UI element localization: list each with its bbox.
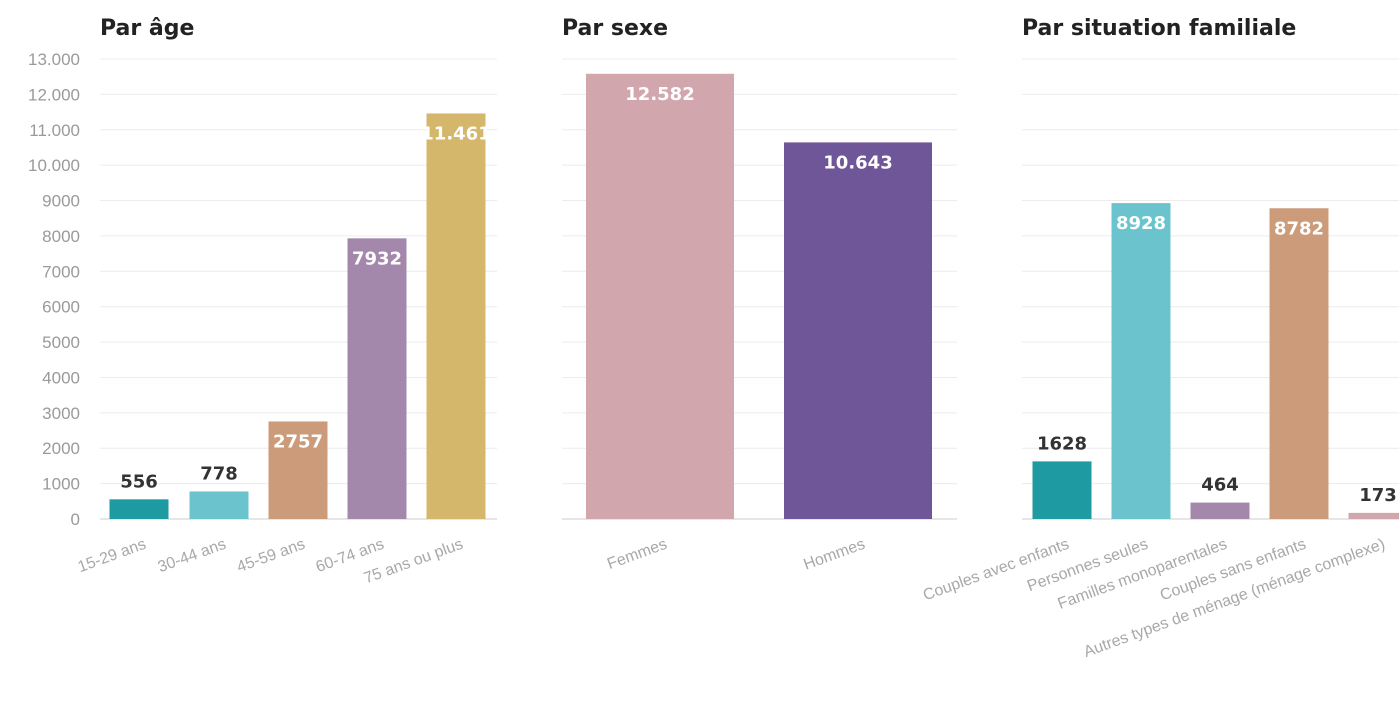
panel-par-age: Par âge 556 778 2757 7932 11.461 15-29 ans 30… [76,16,497,587]
data-label: 12.582 [625,84,694,105]
data-label: 464 [1201,475,1239,496]
y-tick-label: 9000 [42,192,80,211]
data-label: 1628 [1037,433,1087,454]
data-labels: 12.582 10.643 [625,84,892,174]
panel-title-par-age: Par âge [100,16,194,41]
x-tick-label: 45-59 ans [235,536,308,576]
data-label: 8928 [1116,213,1166,234]
x-tick-label: 15-29 ans [76,536,149,576]
data-label: 11.461 [421,123,490,144]
bar [1348,512,1399,519]
y-tick-label: 6000 [42,298,80,317]
data-label: 10.643 [823,152,892,173]
y-tick-label: 5000 [42,333,80,352]
bars [586,73,932,519]
bar [347,238,407,519]
y-tick-label: 1000 [42,475,80,494]
y-tick-label: 11.000 [29,121,80,140]
data-labels: 1628 8928 464 8782 173 [1037,213,1397,506]
bars [109,113,486,520]
y-tick-label: 4000 [42,368,80,387]
bar [268,421,328,519]
x-axis-labels: Femmes Hommes [605,536,867,574]
x-tick-label: Hommes [801,536,867,574]
bar [1111,203,1171,519]
x-tick-label: Femmes [605,536,669,573]
bar [189,491,249,519]
panel-title-par-situation-familiale: Par situation familiale [1022,16,1296,41]
gridlines [1022,58,1399,520]
data-label: 556 [120,471,158,492]
data-labels: 556 778 2757 7932 11.461 [120,123,491,492]
panel-title-par-sexe: Par sexe [562,16,668,41]
bar [1190,502,1250,519]
y-tick-label: 8000 [42,227,80,246]
y-tick-label: 7000 [42,262,80,281]
y-tick-label: 0 [71,510,80,529]
bar [1269,208,1329,519]
bar [109,499,169,519]
data-label: 173 [1359,485,1397,506]
bar [586,73,734,519]
data-label: 8782 [1274,218,1324,239]
data-label: 7932 [352,248,402,269]
panel-par-sexe: Par sexe 12.582 10.643 Femmes Hommes [562,16,957,574]
y-tick-label: 12.000 [28,85,80,104]
bar [426,113,486,520]
bar [784,142,932,519]
bar [1032,461,1092,519]
data-label: 2757 [273,431,323,452]
data-label: 778 [200,463,238,484]
x-tick-label: 30-44 ans [156,536,229,576]
y-tick-label: 2000 [42,439,80,458]
panel-par-situation-familiale: Par situation familiale 1628892846487821… [921,16,1399,661]
y-tick-label: 10.000 [28,156,80,175]
bars [1032,203,1399,519]
y-tick-label: 3000 [42,404,80,423]
y-axis-labels: 0 1000 2000 3000 4000 5000 6000 7000 8000 9000 10.… [28,50,80,529]
y-tick-label: 13.000 [28,50,80,69]
